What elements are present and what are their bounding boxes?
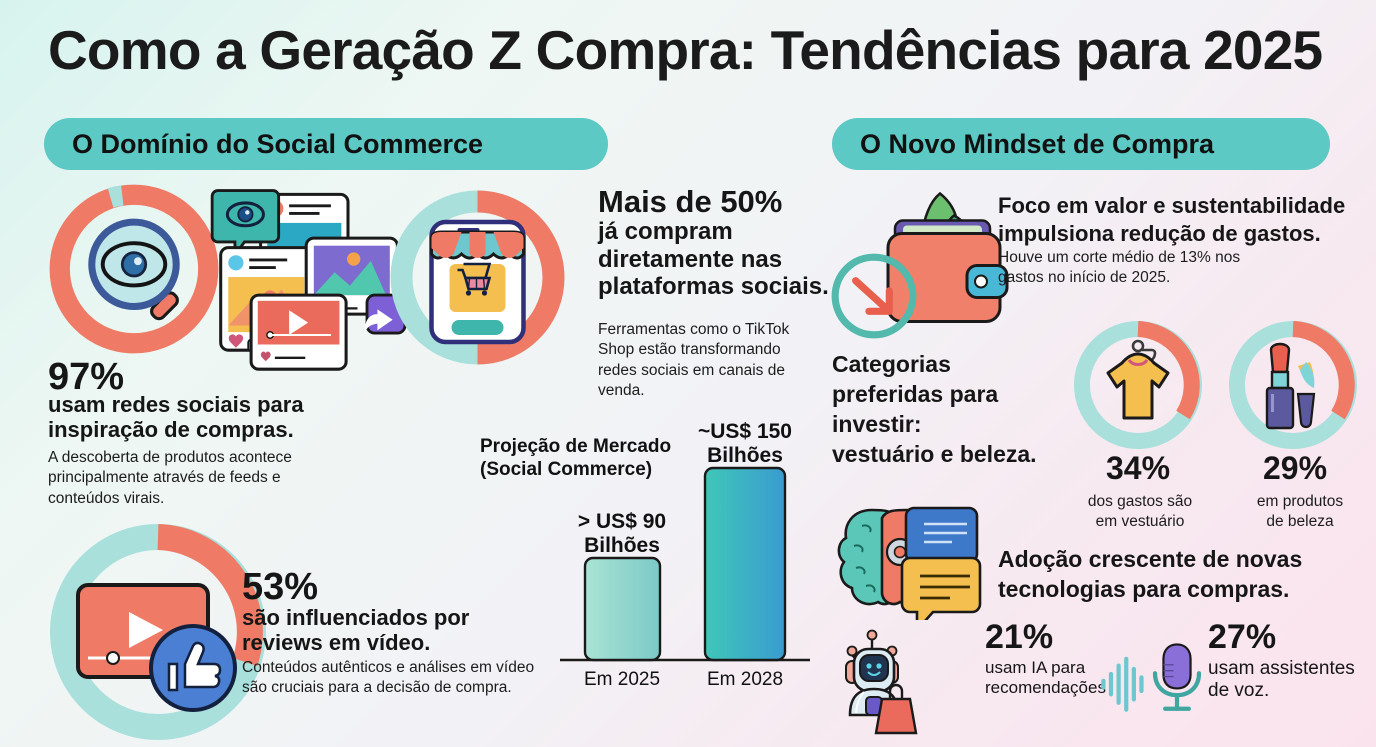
svg-text:Bilhões: Bilhões [707,444,783,467]
svg-text:~US$ 150: ~US$ 150 [698,420,792,443]
svg-text:Em 2025: Em 2025 [584,669,660,690]
svg-text:Bilhões: Bilhões [584,534,660,557]
svg-text:Em 2028: Em 2028 [707,669,783,690]
svg-text:> US$ 90: > US$ 90 [578,510,666,533]
